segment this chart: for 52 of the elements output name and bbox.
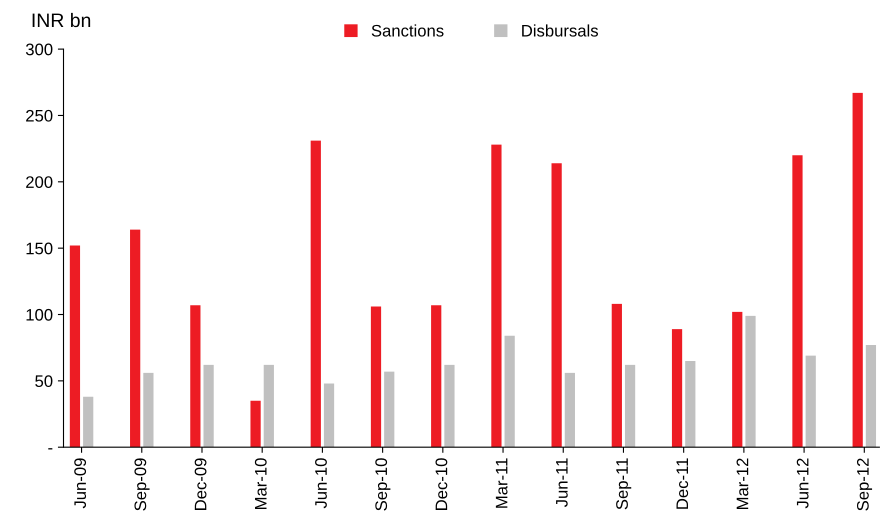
- x-tick-label: Jun-10: [315, 458, 327, 508]
- bar: [552, 163, 562, 448]
- bar: [504, 336, 515, 448]
- x-tick-label: Dec-11: [676, 458, 688, 509]
- y-axis-title: INR bn: [32, 12, 90, 28]
- x-tick-label: Sep-12: [856, 458, 872, 511]
- legend-label: Disbursals: [522, 24, 598, 37]
- x-tick-label: Jun-11: [556, 458, 568, 508]
- x-tick-label: Mar-11: [496, 458, 508, 508]
- bar: [250, 400, 261, 448]
- x-tick-label: Mar-12: [736, 458, 748, 510]
- bar: [324, 384, 334, 448]
- bar: [384, 372, 394, 448]
- y-tick-label: 100: [26, 308, 52, 321]
- bar: [624, 364, 636, 448]
- bar: [672, 329, 682, 448]
- bar: [685, 360, 696, 448]
- x-tick-label: Jun-09: [74, 458, 86, 508]
- x-tick-label: Jun-12: [796, 458, 809, 508]
- x-tick-label: Mar-10: [254, 458, 267, 510]
- bar: [564, 372, 575, 448]
- bar: [203, 364, 214, 448]
- bar: [310, 140, 321, 448]
- bar: [190, 305, 200, 448]
- x-tick-label: Sep-09: [134, 458, 150, 511]
- bar: [612, 304, 622, 448]
- bar: [431, 305, 442, 448]
- bar: [70, 246, 80, 448]
- y-tick-label: 250: [26, 110, 52, 122]
- legend-label: Sanctions: [372, 24, 444, 37]
- bar: [792, 155, 803, 448]
- bar: [444, 364, 455, 448]
- bar: [745, 316, 756, 448]
- x-tick-label: Dec-09: [194, 458, 206, 510]
- bar: [264, 364, 274, 448]
- bar: [83, 396, 94, 448]
- bar: [130, 230, 140, 448]
- y-tick-label: 300: [26, 44, 52, 56]
- bar: [491, 144, 502, 448]
- bar: [143, 372, 154, 448]
- y-tick-label: 50: [35, 375, 52, 388]
- x-tick-label: Sep-11: [616, 458, 632, 510]
- x-tick-label: Sep-10: [375, 458, 390, 511]
- bar: [806, 356, 816, 448]
- y-tick-label: 200: [26, 176, 52, 188]
- bar: [732, 312, 742, 448]
- x-tick-label: Dec-10: [436, 458, 448, 510]
- bar: [370, 306, 382, 448]
- y-tick-label: -: [48, 448, 52, 450]
- bar: [866, 345, 876, 448]
- y-tick-label: 150: [26, 242, 52, 254]
- bar: [852, 92, 863, 448]
